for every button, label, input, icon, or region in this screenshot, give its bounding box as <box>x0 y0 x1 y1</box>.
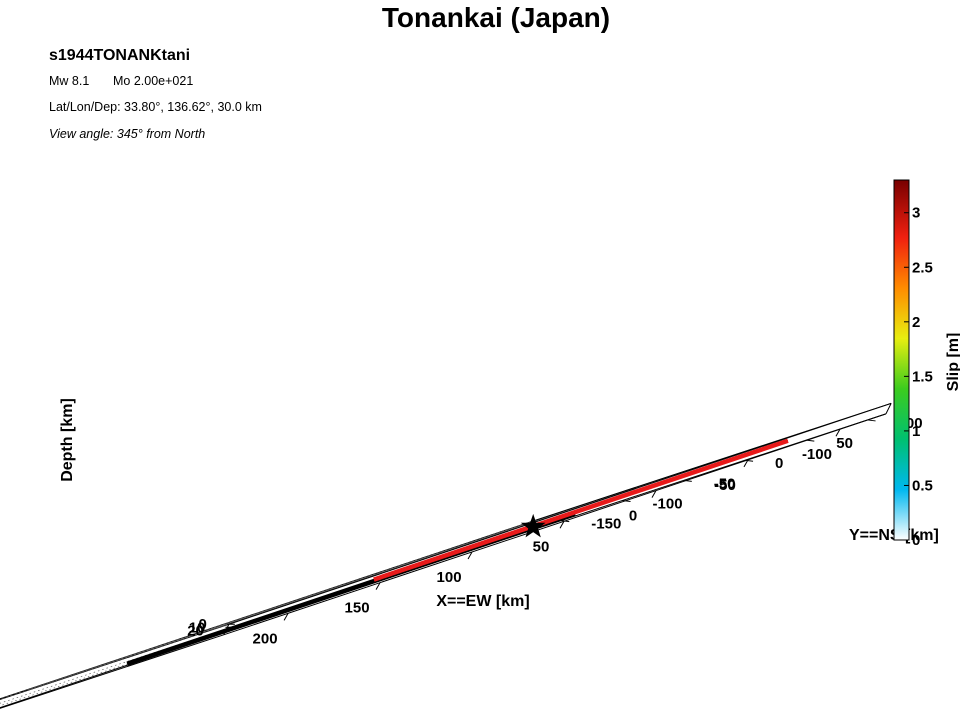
x-tick-mark <box>835 428 841 437</box>
fault-edges <box>126 438 789 666</box>
x-tick-mark <box>651 490 657 498</box>
z-axis-label: Depth [km] <box>59 398 76 482</box>
hypocenter-star-icon <box>520 513 546 538</box>
x-tick-mark <box>743 459 749 468</box>
box-edge <box>530 413 887 532</box>
y-tick-label: 50 <box>836 435 853 452</box>
x-tick-label: 0 <box>629 508 637 525</box>
colorbar-tick-label: 2 <box>912 314 920 331</box>
x-tick-label: 100 <box>437 569 462 586</box>
colorbar-tick-label: 0.5 <box>912 477 933 494</box>
y-tick-mark <box>806 439 815 442</box>
y-gridline <box>0 489 628 700</box>
colorbar-label: Slip [m] <box>945 333 960 392</box>
x-axis-ticks: 200 150 100 50 0 -50 -100 <box>253 428 841 647</box>
x-tick-mark <box>559 521 565 529</box>
colorbar-tick-label: 0 <box>912 532 920 549</box>
event-id: s1944TONANKtani <box>49 47 190 64</box>
y-tick-label: -50 <box>714 475 736 492</box>
y-tick-mark <box>561 520 570 523</box>
y-tick-mark <box>683 479 692 482</box>
box-edge <box>885 403 892 415</box>
y-gridline <box>26 469 690 692</box>
box-edge <box>535 402 892 521</box>
box-front <box>228 402 892 625</box>
y-tick-label: 0 <box>775 455 783 472</box>
view-angle-text: View angle: 345° from North <box>49 127 205 141</box>
magnitude-text: Mw 8.1 <box>49 74 89 88</box>
z-tick-label: 20 <box>187 622 204 639</box>
box-back <box>0 409 887 709</box>
box-edge <box>0 634 224 709</box>
box-edge <box>223 413 887 636</box>
x-tick-mark <box>283 613 289 621</box>
y-tick-label: -100 <box>653 495 683 512</box>
x-tick-mark <box>467 551 473 560</box>
box-edge <box>228 402 892 625</box>
colorbar-tick-label: 3 <box>912 205 920 222</box>
fault-trench-edge <box>373 438 789 582</box>
colorbar-ticks: 0 0.5 1 1.5 2 2.5 3 <box>904 205 933 549</box>
y-tick-label: -150 <box>591 516 621 533</box>
y-gridline <box>87 449 751 671</box>
x-axis-label: X==EW [km] <box>436 593 529 610</box>
colorbar-tick-label: 1 <box>912 423 920 440</box>
colorbar-scale <box>893 179 910 541</box>
location-text: Lat/Lon/Dep: 33.80°, 136.62°, 30.0 km <box>49 100 262 114</box>
colorbar-tick-label: 1.5 <box>912 368 933 385</box>
chart-title: Tonankai (Japan) <box>382 2 610 33</box>
z-tick-label: 10 <box>189 619 206 636</box>
colorbar: 0 0.5 1 1.5 2 2.5 3 Slip [m] <box>893 179 960 549</box>
x-tick-mark <box>375 582 381 590</box>
y-tick-mark <box>744 459 754 462</box>
x-tick-label: 200 <box>253 630 278 647</box>
y-tick-mark <box>867 419 876 422</box>
y-gridline <box>0 509 567 700</box>
colorbar-tick-label: 2.5 <box>912 259 933 276</box>
x-tick-label: -50 <box>714 477 736 494</box>
x-tick-label: 150 <box>345 600 370 617</box>
x-tick-label: 50 <box>533 538 550 555</box>
z-tick-label: 0 <box>199 616 207 633</box>
y-tick-mark <box>622 499 631 502</box>
x-tick-label: -100 <box>802 446 832 463</box>
moment-text: Mo 2.00e+021 <box>113 74 193 88</box>
x-gridline <box>0 602 294 700</box>
